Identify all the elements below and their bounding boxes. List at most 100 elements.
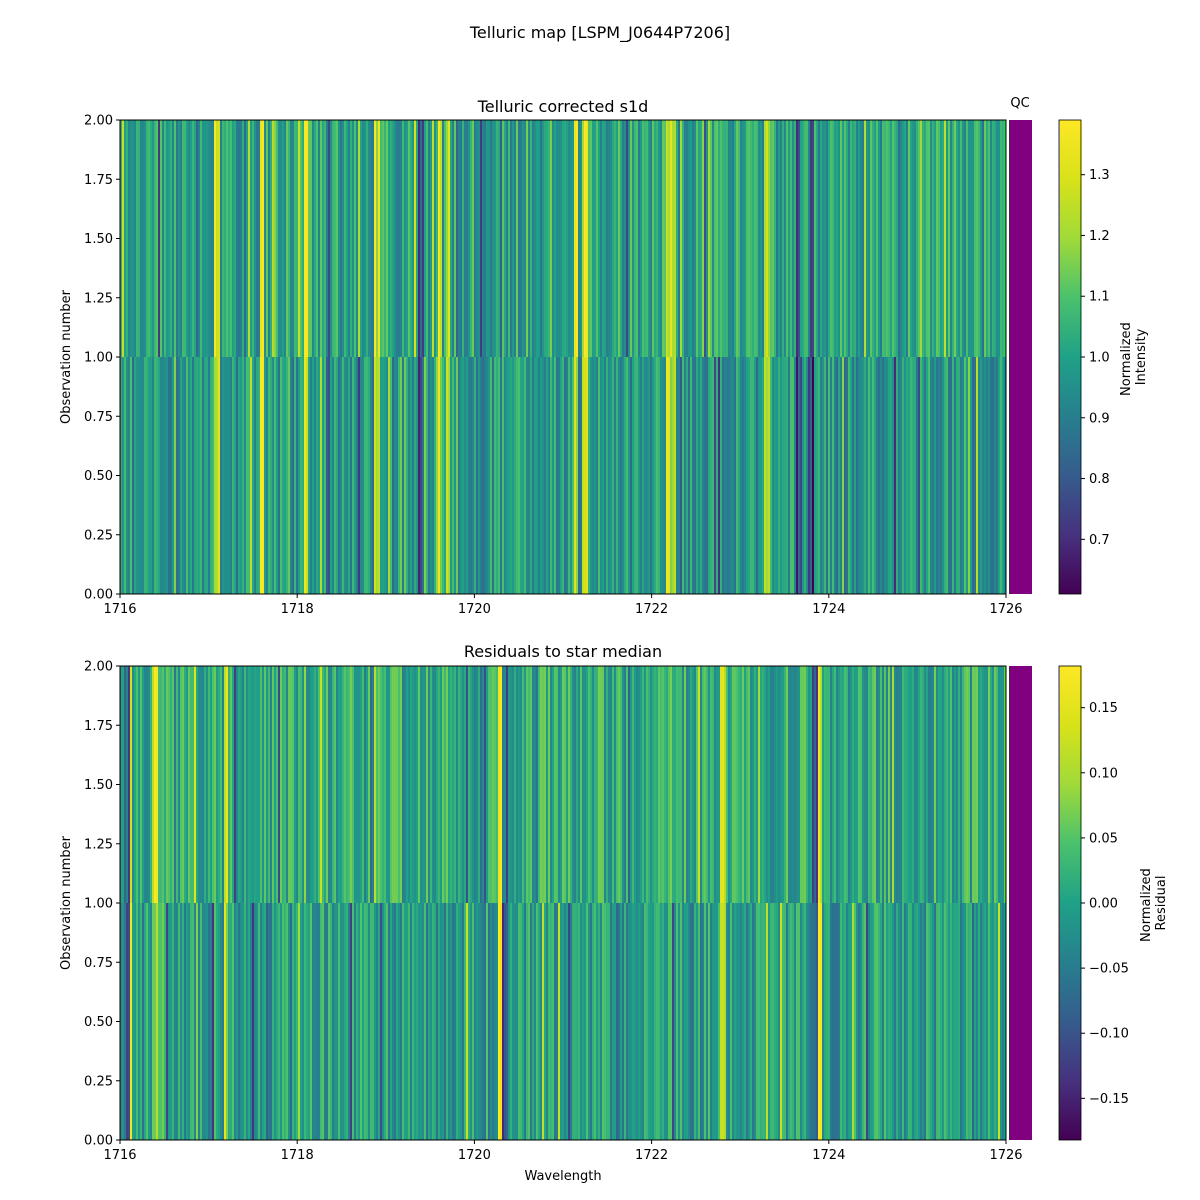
heatmap-cell — [596, 120, 599, 357]
heatmap-cell — [678, 666, 681, 903]
heatmap-cell — [860, 120, 863, 357]
heatmap-cell — [630, 903, 633, 1140]
heatmap-cell — [324, 357, 327, 594]
heatmap-cell — [742, 357, 745, 594]
heatmap-cell — [606, 357, 609, 594]
heatmap-cell — [810, 120, 813, 357]
heatmap-cell — [682, 903, 685, 1140]
heatmap-cell — [184, 903, 187, 1140]
heatmap-cell — [932, 903, 935, 1140]
heatmap-cell — [982, 903, 985, 1140]
heatmap-cell — [380, 357, 383, 594]
colorbar-label-line2: Intensity — [1134, 328, 1149, 385]
heatmap-cell — [674, 666, 677, 903]
heatmap-cell — [942, 903, 945, 1140]
heatmap-cell — [230, 120, 233, 357]
heatmap-cell — [506, 357, 509, 594]
heatmap-cell — [712, 357, 715, 594]
heatmap-cell — [670, 666, 673, 903]
heatmap-cell — [528, 357, 531, 594]
heatmap-cell — [762, 120, 765, 357]
heatmap-cell — [504, 357, 507, 594]
heatmap-cell — [356, 903, 359, 1140]
heatmap-cell — [782, 666, 785, 903]
heatmap-cell — [638, 666, 641, 903]
heatmap-cell — [454, 666, 457, 903]
x-tick-label: 1722 — [635, 602, 668, 617]
heatmap-cell — [434, 903, 437, 1140]
heatmap-cell — [606, 120, 609, 357]
heatmap-cell — [278, 357, 281, 594]
heatmap-cell — [186, 666, 189, 903]
heatmap-cell — [296, 666, 299, 903]
heatmap-cell — [224, 120, 227, 357]
heatmap-cell — [674, 903, 677, 1140]
heatmap-cell — [624, 903, 627, 1140]
heatmap-cell — [802, 666, 805, 903]
heatmap-cell — [386, 666, 389, 903]
heatmap-cell — [920, 357, 923, 594]
x-axis: 1716 1718 1720 1722 1724 1726 — [103, 594, 1023, 617]
heatmap-cell — [238, 357, 241, 594]
heatmap-cell — [330, 120, 333, 357]
heatmap-cell — [618, 120, 621, 357]
heatmap-cell — [228, 120, 231, 357]
heatmap-cell — [462, 120, 465, 357]
heatmap-cell — [448, 357, 451, 594]
heatmap-cell — [260, 357, 263, 594]
heatmap-cell — [298, 357, 301, 594]
heatmap-cell — [636, 120, 639, 357]
heatmap-cell — [506, 903, 509, 1140]
heatmap-cell — [640, 903, 643, 1140]
heatmap-cell — [404, 357, 407, 594]
heatmap-cell — [208, 120, 211, 357]
heatmap-cell — [832, 666, 835, 903]
heatmap-cell — [414, 666, 417, 903]
heatmap-cell — [266, 120, 269, 357]
heatmap-cell — [660, 903, 663, 1140]
heatmap-cell — [594, 666, 597, 903]
heatmap-cell — [858, 120, 861, 357]
y-tick-label: 0.50 — [84, 469, 113, 484]
heatmap-cell — [406, 903, 409, 1140]
heatmap-cell — [284, 666, 287, 903]
heatmap-cell — [520, 666, 523, 903]
heatmap-cell — [878, 357, 881, 594]
heatmap-cell — [354, 666, 357, 903]
heatmap-cell — [658, 120, 661, 357]
heatmap-cell — [390, 120, 393, 357]
heatmap-cell — [148, 666, 151, 903]
heatmap-cell — [640, 666, 643, 903]
heatmap-cell — [816, 903, 819, 1140]
heatmap-cell — [626, 666, 629, 903]
heatmap-cell — [574, 666, 577, 903]
heatmap-cell — [152, 666, 155, 903]
heatmap-cell — [472, 666, 475, 903]
heatmap-cell — [572, 357, 575, 594]
heatmap-cell — [206, 666, 209, 903]
heatmap-cell — [560, 903, 563, 1140]
heatmap-cell — [140, 903, 143, 1140]
heatmap-cell — [248, 666, 251, 903]
heatmap-cell — [870, 357, 873, 594]
heatmap-cell — [596, 357, 599, 594]
heatmap-cell — [422, 357, 425, 594]
heatmap-cell — [164, 357, 167, 594]
heatmap-cell — [278, 903, 281, 1140]
heatmap-cell — [964, 120, 967, 357]
heatmap-cell — [398, 357, 401, 594]
heatmap-cell — [302, 903, 305, 1140]
heatmap-cell — [338, 666, 341, 903]
heatmap-cell — [612, 120, 615, 357]
heatmap-cell — [150, 903, 153, 1140]
heatmap-cell — [902, 120, 905, 357]
heatmap-cell — [750, 357, 753, 594]
heatmap-cell — [122, 903, 125, 1140]
heatmap-cell — [370, 357, 373, 594]
heatmap-cell — [548, 357, 551, 594]
heatmap-cell — [770, 357, 773, 594]
heatmap-cell — [274, 120, 277, 357]
heatmap-cell — [768, 666, 771, 903]
heatmap-cell — [488, 666, 491, 903]
heatmap-cell — [800, 357, 803, 594]
